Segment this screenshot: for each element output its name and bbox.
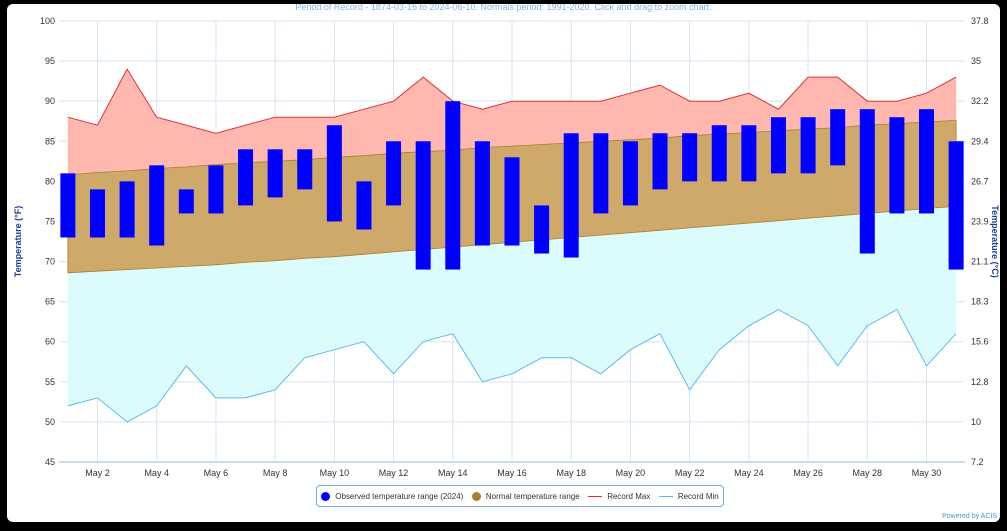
observed-bar-may-9 bbox=[297, 149, 313, 190]
observed-bar-may-17 bbox=[534, 205, 550, 254]
observed-bar-may-2 bbox=[89, 189, 105, 238]
observed-bar-may-22 bbox=[682, 133, 698, 182]
observed-bar-may-31 bbox=[948, 141, 964, 270]
credit-link[interactable]: Powered by ACIS bbox=[942, 513, 997, 520]
legend-dot-icon bbox=[321, 491, 331, 501]
legend-line-icon bbox=[588, 495, 603, 497]
y-tick-label: 60 bbox=[45, 337, 55, 347]
y-tick-label: 65 bbox=[45, 297, 55, 307]
observed-bar-may-15 bbox=[474, 141, 490, 246]
y-tick-label: 45 bbox=[45, 457, 55, 467]
observed-bar-may-23 bbox=[711, 125, 727, 182]
x-tick-label: May 22 bbox=[675, 468, 705, 478]
y-tick-label: 75 bbox=[45, 216, 55, 226]
legend-item-3[interactable]: Record Max bbox=[588, 492, 650, 501]
y-right-tick-label: 10 bbox=[971, 417, 981, 427]
x-tick-label: May 18 bbox=[556, 468, 586, 478]
record-max-line bbox=[67, 68, 957, 134]
y-right-tick-label: 23.9 bbox=[971, 216, 989, 226]
observed-bar-may-13 bbox=[415, 141, 431, 270]
observed-bar-may-5 bbox=[178, 189, 194, 214]
observed-bar-may-11 bbox=[356, 181, 372, 230]
x-tick-label: May 30 bbox=[912, 468, 942, 478]
observed-bar-may-21 bbox=[652, 133, 668, 190]
chart-legend: Observed temperature range (2024) Normal … bbox=[316, 485, 724, 507]
observed-bar-may-10 bbox=[326, 125, 342, 222]
y-tick-label: 55 bbox=[45, 377, 55, 387]
y-right-tick-label: 37.8 bbox=[971, 16, 989, 26]
legend-item-1[interactable]: Observed temperature range (2024) bbox=[321, 491, 464, 501]
legend-dot-icon bbox=[471, 491, 481, 501]
legend-label: Record Max bbox=[607, 491, 651, 501]
x-tick-label: May 10 bbox=[320, 468, 350, 478]
temperature-chart[interactable]: 45 50 55 60 65 70 75 80 85 90 95 100 7.2 10 12.8 15.6 18… bbox=[7, 4, 1000, 522]
observed-bar-may-30 bbox=[919, 109, 935, 214]
observed-bar-may-1 bbox=[60, 173, 76, 238]
x-tick-label: May 14 bbox=[438, 468, 468, 478]
x-tick-label: May 6 bbox=[204, 468, 229, 478]
observed-bar-may-8 bbox=[267, 149, 283, 198]
x-tick-label: May 4 bbox=[144, 468, 169, 478]
observed-bar-may-28 bbox=[859, 109, 875, 254]
observed-bar-may-4 bbox=[149, 165, 165, 246]
record-min-line bbox=[67, 309, 957, 423]
observed-bar-may-27 bbox=[830, 109, 846, 166]
legend-label: Normal temperature range bbox=[485, 491, 580, 501]
x-tick-label: May 8 bbox=[263, 468, 288, 478]
y-axis-title-right: Temperature (°C) bbox=[990, 205, 1000, 277]
legend-label: Observed temperature range (2024) bbox=[335, 491, 464, 501]
chart-subtitle: Period of Record - 1874-03-16 to 2024-06… bbox=[295, 4, 712, 12]
x-tick-label: May 20 bbox=[616, 468, 646, 478]
y-right-tick-label: 21.1 bbox=[971, 257, 989, 267]
y-tick-label: 90 bbox=[45, 96, 55, 106]
y-tick-label: 100 bbox=[40, 16, 55, 26]
y-right-tick-label: 15.6 bbox=[971, 337, 989, 347]
observed-bar-may-3 bbox=[119, 181, 135, 238]
observed-bar-may-16 bbox=[504, 157, 520, 246]
y-right-tick-label: 35 bbox=[971, 56, 981, 66]
observed-bar-may-24 bbox=[741, 125, 757, 182]
y-tick-label: 70 bbox=[45, 257, 55, 267]
y-right-tick-label: 18.3 bbox=[971, 297, 989, 307]
legend-line-icon bbox=[658, 495, 673, 497]
record-min-area bbox=[67, 206, 957, 422]
observed-bar-may-14 bbox=[445, 101, 461, 270]
y-right-tick-label: 12.8 bbox=[971, 377, 989, 387]
observed-bar-may-20 bbox=[622, 141, 638, 206]
y-right-tick-label: 7.2 bbox=[971, 457, 984, 467]
x-tick-label: May 28 bbox=[853, 468, 883, 478]
x-tick-label: May 12 bbox=[379, 468, 409, 478]
x-tick-label: May 24 bbox=[734, 468, 764, 478]
y-tick-label: 80 bbox=[45, 176, 55, 186]
record-max-area bbox=[67, 69, 957, 175]
chart-frame: Period of Record - 1874-03-16 to 2024-06… bbox=[7, 4, 1000, 522]
observed-bar-may-12 bbox=[386, 141, 402, 206]
observed-bar-may-7 bbox=[238, 149, 254, 206]
y-tick-label: 95 bbox=[45, 56, 55, 66]
legend-item-4[interactable]: Record Min bbox=[658, 491, 719, 501]
y-tick-label: 85 bbox=[45, 136, 55, 146]
y-tick-label: 50 bbox=[45, 417, 55, 427]
legend-item-2[interactable]: Normal temperature range bbox=[471, 491, 580, 501]
observed-bar-may-26 bbox=[800, 117, 816, 174]
legend-label: Record Min bbox=[677, 491, 719, 501]
observed-bar-may-19 bbox=[593, 133, 609, 214]
x-tick-label: May 2 bbox=[85, 468, 110, 478]
y-axis-title: Temperature (°F) bbox=[13, 206, 23, 277]
x-tick-label: May 26 bbox=[793, 468, 823, 478]
observed-bar-may-6 bbox=[208, 165, 224, 214]
y-right-tick-label: 29.4 bbox=[971, 136, 989, 146]
y-right-tick-label: 26.7 bbox=[971, 176, 989, 186]
x-tick-label: May 16 bbox=[497, 468, 527, 478]
observed-bar-may-18 bbox=[563, 133, 579, 258]
observed-bars bbox=[60, 101, 964, 270]
observed-bar-may-25 bbox=[770, 117, 786, 174]
observed-bar-may-29 bbox=[889, 117, 905, 214]
y-right-tick-label: 32.2 bbox=[971, 96, 989, 106]
